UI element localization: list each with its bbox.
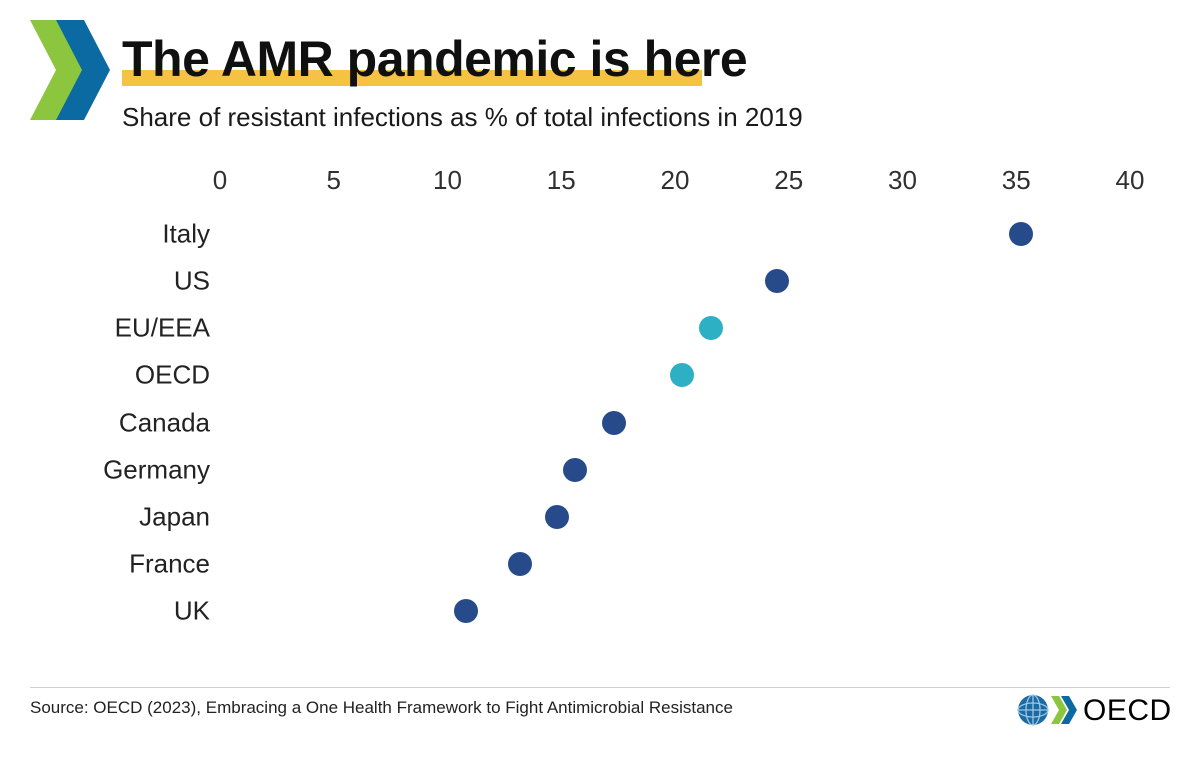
oecd-chevron-logo-icon — [20, 20, 112, 135]
data-point — [670, 363, 694, 387]
data-point — [563, 458, 587, 482]
oecd-text: OECD — [1083, 694, 1172, 727]
row-label: Canada — [119, 407, 210, 438]
x-tick: 25 — [774, 165, 803, 196]
x-tick: 35 — [1002, 165, 1031, 196]
data-point — [545, 505, 569, 529]
data-point — [1009, 222, 1033, 246]
data-point — [699, 316, 723, 340]
source-citation: Source: OECD (2023), Embracing a One Hea… — [30, 698, 1170, 718]
x-tick: 30 — [888, 165, 917, 196]
row-label: EU/EEA — [115, 313, 210, 344]
x-tick: 10 — [433, 165, 462, 196]
row-label: France — [129, 549, 210, 580]
row-label: Germany — [103, 454, 210, 485]
footer: Source: OECD (2023), Embracing a One Hea… — [30, 687, 1170, 735]
infographic-container: The AMR pandemic is here Share of resist… — [30, 30, 1170, 735]
data-point — [602, 411, 626, 435]
row-label: Italy — [162, 218, 210, 249]
title-block: The AMR pandemic is here — [122, 30, 747, 88]
x-axis: 0510152025303540 — [220, 165, 1130, 205]
x-tick: 0 — [213, 165, 227, 196]
page-title: The AMR pandemic is here — [122, 30, 747, 88]
oecd-wordmark: OECD — [1015, 690, 1175, 735]
data-point — [508, 552, 532, 576]
dot-chart: 0510152025303540 ItalyUSEU/EEAOECDCanada… — [90, 165, 1140, 645]
row-label: UK — [174, 596, 210, 627]
header: The AMR pandemic is here Share of resist… — [30, 30, 1170, 150]
row-label: US — [174, 265, 210, 296]
data-point — [454, 599, 478, 623]
data-point — [765, 269, 789, 293]
x-tick: 40 — [1116, 165, 1145, 196]
row-label: OECD — [135, 360, 210, 391]
x-tick: 15 — [547, 165, 576, 196]
plot-area — [220, 210, 1130, 635]
x-tick: 5 — [327, 165, 341, 196]
subtitle: Share of resistant infections as % of to… — [122, 102, 803, 133]
row-label: Japan — [139, 501, 210, 532]
x-tick: 20 — [661, 165, 690, 196]
